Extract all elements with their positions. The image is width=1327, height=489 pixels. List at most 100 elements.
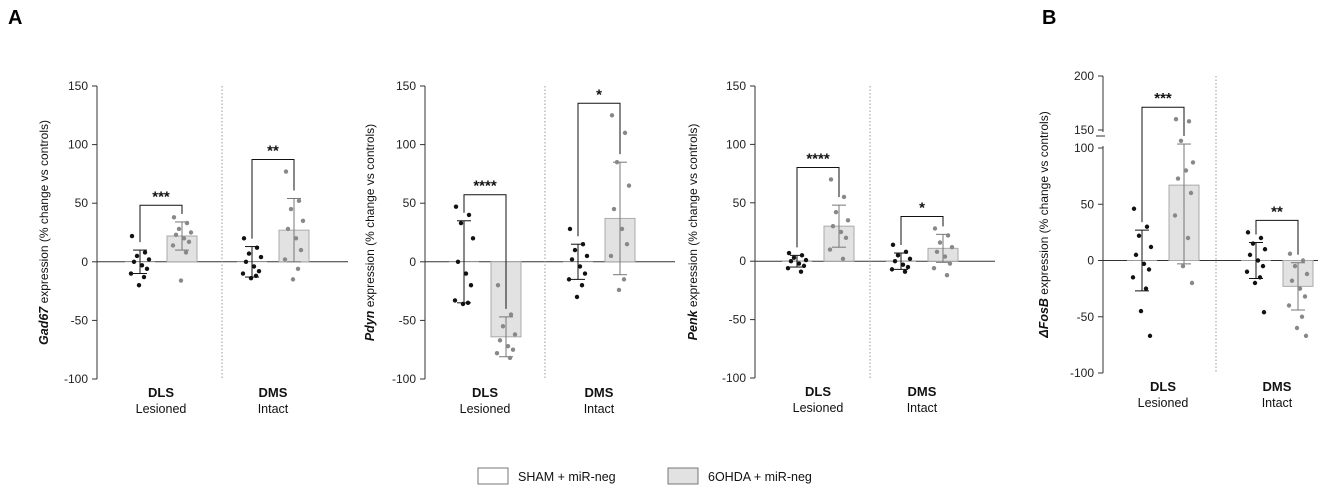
sham-data-point (788, 259, 794, 264)
y-label-text: expression (% change vs controls) (37, 120, 51, 307)
sham-data-point (1261, 310, 1267, 315)
sham-data-point (895, 253, 901, 258)
ohda-data-point (1185, 235, 1191, 241)
ohda-data-point (1302, 294, 1308, 299)
ohda-data-point (934, 249, 940, 255)
y-tick-label: 100 (396, 138, 416, 152)
ohda-data-point (942, 254, 948, 259)
y-axis-label: Pdyn expression (% change vs controls) (363, 124, 377, 341)
sham-data-point (796, 261, 802, 266)
y-tick-label: 0 (739, 254, 746, 268)
significance-label: **** (473, 178, 497, 195)
ohda-data-point (176, 226, 182, 232)
sham-data-point (146, 257, 152, 262)
sham-data-point (142, 250, 148, 255)
region-label: DLS (148, 385, 174, 400)
y-label-gene: Pdyn (363, 310, 377, 341)
sham-data-point (465, 300, 471, 306)
ohda-data-point (944, 273, 950, 278)
significance-bracket (1141, 106, 1185, 223)
sham-data-point (905, 264, 911, 270)
region-label: DMS (908, 384, 937, 399)
ohda-data-point (614, 159, 620, 165)
ohda-data-point (495, 283, 501, 288)
sham-data-point (251, 264, 257, 269)
chart-panel-1: -100 -50 0 50 100 150 Gad67 expression (% chan… (37, 79, 348, 416)
ohda-data-point (841, 194, 847, 200)
ohda-data-point (1175, 176, 1181, 181)
ohda-data-point (845, 218, 851, 223)
ohda-data-point (285, 226, 291, 232)
sham-data-point (1257, 275, 1263, 280)
sham-data-point (254, 245, 260, 250)
ohda-data-point (608, 253, 614, 259)
ohda-data-point (510, 347, 516, 352)
ohda-data-point (843, 235, 849, 241)
y-tick-label: -50 (1077, 310, 1095, 324)
region-label: DLS (472, 385, 498, 400)
sham-data-point (786, 250, 792, 256)
ohda-data-point (945, 233, 951, 238)
y-tick-label: -100 (392, 372, 416, 386)
sham-data-point (455, 259, 461, 264)
sham-data-point (253, 273, 259, 279)
ohda-data-point (931, 266, 937, 271)
sham-data-point (903, 249, 909, 255)
sham-data-point (1130, 275, 1136, 280)
significance-label: *** (152, 188, 170, 205)
sham-data-point (452, 298, 458, 303)
ohda-data-point (188, 230, 194, 235)
y-label-gene: Gad67 (37, 306, 51, 345)
region-label: DMS (585, 385, 614, 400)
sham-data-point (1131, 206, 1137, 211)
y-tick-label: -100 (1070, 366, 1094, 380)
ohda-data-point (1188, 190, 1194, 196)
y-axis-label: Gad67 expression (% change vs controls) (37, 120, 51, 345)
y-label-text: expression (% change vs controls) (1037, 111, 1051, 298)
status-label: Lesioned (136, 402, 187, 416)
y-tick-label: 150 (396, 79, 416, 93)
sham-data-point (131, 259, 137, 264)
sham-data-point (889, 267, 895, 272)
sham-data-point (907, 256, 913, 262)
sham-data-point (801, 263, 807, 269)
ohda-data-point (181, 236, 187, 241)
sham-data-point (567, 226, 573, 232)
ohda-data-point (949, 244, 955, 250)
ohda-data-point (1190, 160, 1196, 165)
sham-data-point (566, 277, 572, 282)
ohda-data-point (505, 343, 511, 349)
sham-data-point (1255, 258, 1261, 263)
ohda-data-point (1173, 117, 1179, 122)
ohda-data-point (833, 209, 839, 215)
ohda-data-point (1189, 280, 1195, 286)
ohda-data-point (1178, 138, 1184, 143)
y-tick-label: 100 (726, 137, 746, 151)
ohda-data-point (1186, 119, 1192, 124)
y-tick-label: 50 (733, 196, 747, 210)
sham-data-point (574, 294, 580, 300)
sham-data-point (453, 204, 459, 209)
y-tick-label: 150 (726, 79, 746, 93)
ohda-data-point (619, 226, 625, 232)
significance-bracket (463, 194, 507, 309)
sham-data-point (902, 269, 908, 274)
significance-bracket (796, 166, 840, 248)
sham-data-point (1144, 224, 1150, 229)
ohda-data-point (937, 240, 943, 245)
y-tick-label: 150 (68, 79, 88, 93)
sham-data-point (1143, 286, 1149, 291)
significance-bracket (139, 204, 183, 243)
chart-panel-3: -100 -50 0 50 100 150 Penk expression (% chang… (686, 79, 995, 415)
sham-data-point (1260, 263, 1266, 269)
sham-data-point (1252, 280, 1258, 286)
sham-data-point (144, 266, 150, 272)
significance-label: ** (267, 143, 279, 160)
significance-label: **** (806, 150, 830, 167)
ohda-data-point (497, 338, 503, 343)
sham-data-point (139, 263, 145, 268)
status-label: Lesioned (1138, 396, 1189, 410)
ohda-data-point (621, 277, 627, 282)
ohda-data-point (1289, 278, 1295, 283)
ohda-data-point (1287, 251, 1293, 256)
